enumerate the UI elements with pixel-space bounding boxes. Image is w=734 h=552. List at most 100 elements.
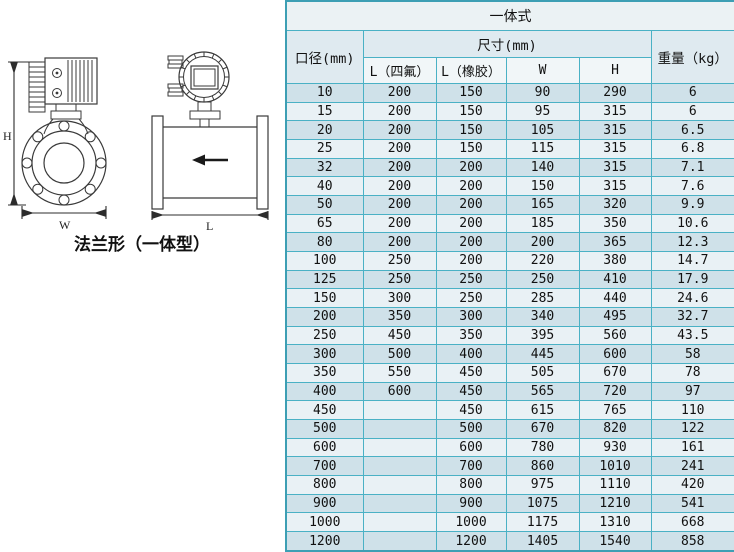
table-cell: 975 bbox=[505, 475, 580, 495]
table-cell: 50 bbox=[285, 195, 364, 215]
table-cell: 550 bbox=[362, 363, 437, 383]
table-cell bbox=[362, 531, 437, 552]
table-cell: 450 bbox=[435, 400, 507, 421]
table-cell: 600 bbox=[362, 381, 437, 402]
table-cell: 165 bbox=[505, 195, 580, 215]
table-cell: 58 bbox=[650, 344, 734, 365]
col-header-diameter: 口径(mm) bbox=[285, 30, 364, 84]
table-cell: 78 bbox=[650, 363, 734, 383]
cable-glands bbox=[167, 55, 184, 97]
table-cell: 9.9 bbox=[650, 195, 734, 215]
dim-label-l: L bbox=[206, 219, 213, 233]
table-cell: 150 bbox=[435, 120, 507, 141]
col-header-weight: 重量（kg） bbox=[650, 30, 734, 84]
dimension-h: H bbox=[3, 61, 42, 206]
table-row: 250 450 350 395 560 43.5 bbox=[285, 325, 734, 346]
table-cell: 200 bbox=[285, 307, 364, 327]
table-cell: 780 bbox=[505, 437, 580, 458]
table-subheader-row: L（四氟） L（橡胶） W H bbox=[286, 57, 734, 84]
table-cell: 15 bbox=[285, 101, 364, 122]
table-cell: 200 bbox=[362, 195, 437, 215]
table-cell: 1210 bbox=[578, 493, 652, 514]
table-cell: 350 bbox=[578, 213, 652, 234]
table-cell: 100 bbox=[285, 251, 364, 271]
table-cell: 200 bbox=[435, 232, 507, 253]
table-cell: 700 bbox=[285, 456, 364, 477]
table-cell: 185 bbox=[505, 213, 580, 234]
table-cell: 250 bbox=[362, 251, 437, 271]
transmitter-neck-front bbox=[43, 103, 89, 135]
table-row: 32 200 200 140 315 7.1 bbox=[285, 157, 734, 178]
table-cell: 150 bbox=[505, 176, 580, 197]
table-cell: 505 bbox=[505, 363, 580, 383]
dimension-w: W bbox=[21, 206, 107, 232]
spec-table-panel: 一体式 口径(mm) 尺寸(mm) 重量（kg） L（四氟） L（橡胶） W H… bbox=[285, 0, 734, 552]
table-cell: 6.8 bbox=[650, 139, 734, 159]
table-cell: 90 bbox=[505, 83, 580, 103]
table-cell: 1000 bbox=[285, 512, 364, 533]
table-cell: 1540 bbox=[578, 531, 652, 552]
col-header-l-ptfe: L（四氟） bbox=[362, 57, 437, 84]
side-view: L bbox=[151, 51, 269, 233]
table-cell: 290 bbox=[578, 83, 652, 103]
table-cell: 315 bbox=[578, 157, 652, 178]
table-cell: 250 bbox=[435, 269, 507, 290]
col-header-l-rubber: L（橡胶） bbox=[435, 57, 507, 84]
table-row: 10 200 150 90 290 6 bbox=[285, 83, 734, 103]
table-cell: 32 bbox=[285, 157, 364, 178]
table-cell: 200 bbox=[362, 157, 437, 178]
dim-label-h: H bbox=[3, 129, 12, 143]
table-row: 400 600 450 565 720 97 bbox=[285, 381, 734, 402]
table-cell: 900 bbox=[285, 493, 364, 514]
table-cell: 800 bbox=[285, 475, 364, 495]
table-cell: 930 bbox=[578, 437, 652, 458]
table-row: 450 450 615 765 110 bbox=[285, 400, 734, 421]
table-cell: 350 bbox=[362, 307, 437, 327]
table-cell: 400 bbox=[285, 381, 364, 402]
table-row: 1000 1000 1175 1310 668 bbox=[285, 512, 734, 533]
table-cell: 80 bbox=[285, 232, 364, 253]
col-header-size-group: 尺寸(mm) bbox=[362, 30, 652, 58]
table-cell: 32.7 bbox=[650, 307, 734, 327]
table-cell: 500 bbox=[362, 344, 437, 365]
table-title: 一体式 bbox=[285, 0, 734, 31]
table-cell: 500 bbox=[285, 419, 364, 439]
table-cell: 700 bbox=[435, 456, 507, 477]
table-cell: 200 bbox=[362, 120, 437, 141]
table-cell: 17.9 bbox=[650, 269, 734, 290]
table-cell: 6 bbox=[650, 101, 734, 122]
table-cell: 6.5 bbox=[650, 120, 734, 141]
table-cell: 43.5 bbox=[650, 325, 734, 346]
table-cell: 200 bbox=[362, 101, 437, 122]
table-cell: 350 bbox=[435, 325, 507, 346]
table-row: 125 250 250 250 410 17.9 bbox=[285, 269, 734, 290]
table-cell: 122 bbox=[650, 419, 734, 439]
table-cell: 1010 bbox=[578, 456, 652, 477]
table-cell: 285 bbox=[505, 288, 580, 309]
dim-label-w: W bbox=[59, 218, 71, 232]
table-cell: 615 bbox=[505, 400, 580, 421]
table-cell: 1000 bbox=[435, 512, 507, 533]
table-cell: 380 bbox=[578, 251, 652, 271]
table-cell: 10 bbox=[285, 83, 364, 103]
table-cell: 125 bbox=[285, 269, 364, 290]
table-row: 500 500 670 820 122 bbox=[285, 419, 734, 439]
col-header-h: H bbox=[578, 57, 652, 84]
table-cell bbox=[362, 475, 437, 495]
table-cell: 800 bbox=[435, 475, 507, 495]
table-cell: 200 bbox=[362, 83, 437, 103]
table-cell bbox=[362, 512, 437, 533]
table-cell: 150 bbox=[435, 139, 507, 159]
table-row: 150 300 250 285 440 24.6 bbox=[285, 288, 734, 309]
table-cell: 315 bbox=[578, 101, 652, 122]
table-cell bbox=[362, 419, 437, 439]
col-header-w: W bbox=[505, 57, 580, 84]
table-cell: 105 bbox=[505, 120, 580, 141]
table-cell: 320 bbox=[578, 195, 652, 215]
table-cell: 115 bbox=[505, 139, 580, 159]
transmitter-head-side bbox=[167, 51, 230, 103]
table-row: 100 250 200 220 380 14.7 bbox=[285, 251, 734, 271]
table-cell: 200 bbox=[362, 176, 437, 197]
flange-face bbox=[21, 120, 107, 206]
